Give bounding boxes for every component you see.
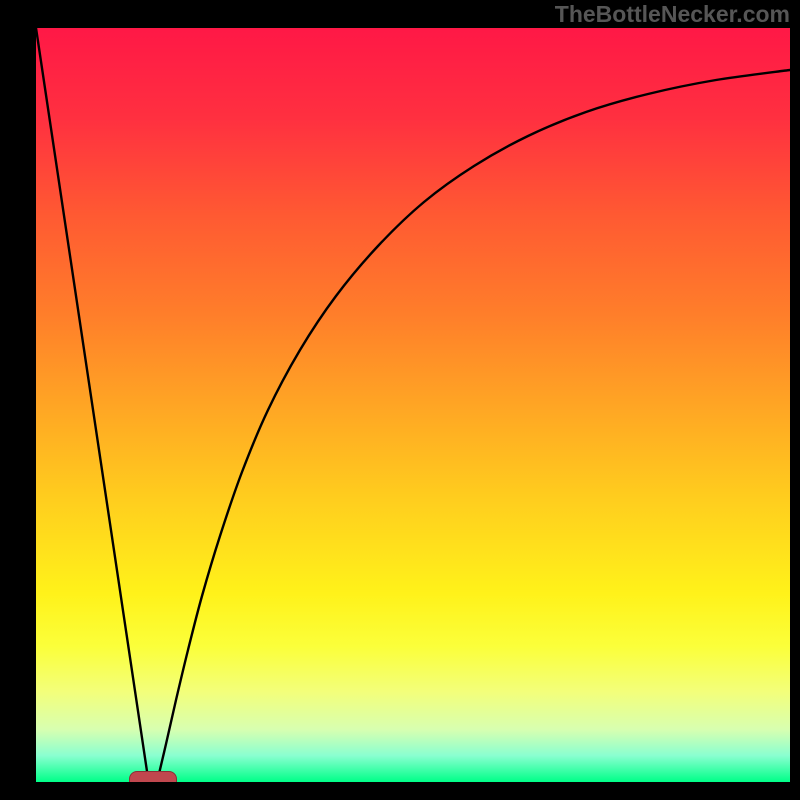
bottleneck-marker — [129, 771, 177, 782]
left-line — [36, 28, 148, 778]
plot-area — [36, 28, 790, 782]
right-curve — [158, 70, 790, 778]
chart-container: TheBottleNecker.com — [0, 0, 800, 800]
watermark-text: TheBottleNecker.com — [555, 1, 790, 28]
curves-layer — [36, 28, 790, 782]
